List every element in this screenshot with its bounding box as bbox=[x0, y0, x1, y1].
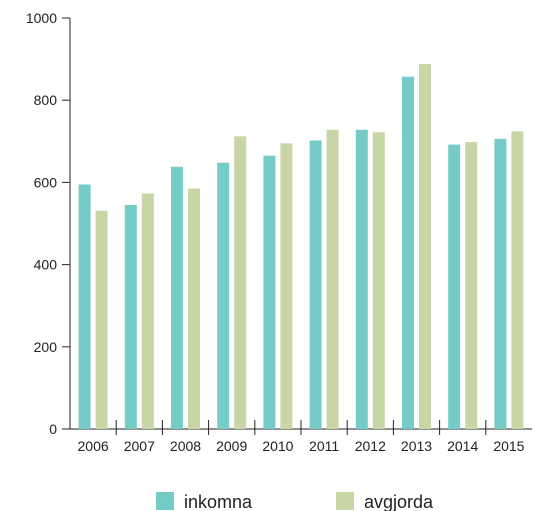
x-tick-label: 2006 bbox=[78, 438, 109, 454]
x-tick-label: 2010 bbox=[262, 438, 293, 454]
bar-inkomna-2013 bbox=[402, 76, 414, 429]
x-tick-label: 2013 bbox=[401, 438, 432, 454]
bar-inkomna-2014 bbox=[448, 144, 461, 429]
bar-inkomna-2011 bbox=[309, 140, 322, 429]
bar-inkomna-2008 bbox=[171, 166, 183, 430]
y-tick-label: 600 bbox=[34, 174, 58, 190]
bar-avgjorda-2013 bbox=[419, 64, 431, 430]
bar-avgjorda-2008 bbox=[188, 188, 200, 429]
bar-inkomna-2009 bbox=[217, 162, 230, 429]
x-tick-label: 2007 bbox=[124, 438, 155, 454]
bar-avgjorda-2007 bbox=[141, 193, 154, 429]
x-tick-label: 2014 bbox=[447, 438, 478, 454]
bar-avgjorda-2010 bbox=[280, 143, 293, 430]
bar-avgjorda-2015 bbox=[511, 131, 524, 429]
bar-avgjorda-2006 bbox=[95, 210, 108, 429]
legend-swatch-avgjorda bbox=[336, 492, 354, 510]
x-tick-label: 2011 bbox=[309, 438, 339, 454]
x-tick-label: 2015 bbox=[493, 438, 524, 454]
bar-avgjorda-2012 bbox=[372, 132, 385, 429]
legend-label-inkomna: inkomna bbox=[184, 492, 253, 511]
bar-inkomna-2015 bbox=[494, 138, 507, 430]
y-tick-label: 400 bbox=[34, 257, 58, 273]
bar-avgjorda-2009 bbox=[234, 136, 247, 430]
y-axis: 0 200 400 600 800 1000 bbox=[26, 10, 71, 437]
y-tick-label: 800 bbox=[34, 92, 58, 108]
legend-swatch-inkomna bbox=[156, 492, 174, 510]
bars bbox=[78, 64, 524, 430]
bar-inkomna-2012 bbox=[355, 129, 368, 430]
y-tick-label: 0 bbox=[49, 421, 57, 437]
legend-label-avgjorda: avgjorda bbox=[364, 492, 434, 511]
bar-avgjorda-2014 bbox=[465, 142, 478, 429]
x-tick-label: 2009 bbox=[216, 438, 247, 454]
x-axis: 2006 2007 2008 2009 2010 2011 2012 2013 2014 2015 bbox=[70, 420, 532, 454]
bar-inkomna-2006 bbox=[78, 184, 91, 429]
bar-inkomna-2007 bbox=[124, 205, 137, 429]
y-tick-label: 200 bbox=[34, 339, 58, 355]
bar-inkomna-2010 bbox=[263, 155, 276, 429]
bar-avgjorda-2011 bbox=[326, 129, 339, 430]
x-tick-label: 2012 bbox=[355, 438, 386, 454]
x-tick-label: 2008 bbox=[170, 438, 201, 454]
legend: inkomna avgjorda bbox=[156, 492, 434, 511]
y-tick-label: 1000 bbox=[26, 10, 57, 26]
